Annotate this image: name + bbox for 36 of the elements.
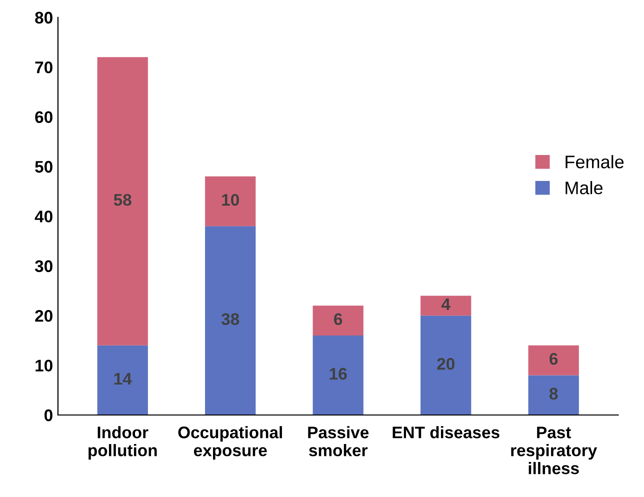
data-label: 38 xyxy=(221,313,240,326)
data-label: 6 xyxy=(334,313,342,326)
legend-label: Male xyxy=(566,181,603,194)
data-label: 20 xyxy=(437,358,454,370)
x-tick-label: Passive smoker xyxy=(308,426,369,456)
bar xyxy=(97,57,148,346)
bar xyxy=(205,226,256,415)
bar xyxy=(205,176,256,226)
data-label: 6 xyxy=(550,352,558,365)
data-label: 4 xyxy=(441,298,450,310)
legend-label: Female xyxy=(566,155,624,168)
x-tick-label: Indoor pollution xyxy=(88,426,157,460)
bar xyxy=(420,296,472,316)
y-tick-label: 50 xyxy=(35,160,52,173)
y-tick-label: 60 xyxy=(35,111,52,123)
y-tick-label: 70 xyxy=(35,61,52,74)
data-label: 16 xyxy=(330,368,347,380)
bar xyxy=(312,306,364,336)
bar xyxy=(528,375,579,415)
x-tick-label: Occupational exposure xyxy=(178,426,282,460)
data-label: 58 xyxy=(114,194,132,206)
y-tick-label: 40 xyxy=(34,210,52,222)
data-label: 14 xyxy=(114,373,132,385)
y-tick-label: 80 xyxy=(35,12,52,24)
bar xyxy=(97,345,148,415)
data-label: 8 xyxy=(549,388,558,400)
bar xyxy=(312,335,364,415)
x-tick-label: ENT diseases xyxy=(392,426,500,438)
bar xyxy=(528,345,579,376)
y-tick-label: 20 xyxy=(35,310,52,322)
y-tick-label: 0 xyxy=(44,409,52,422)
data-label: 10 xyxy=(222,194,239,206)
y-tick-label: 10 xyxy=(36,360,52,372)
y-tick-label: 30 xyxy=(34,260,52,272)
x-tick-label: Past respiratory illness xyxy=(511,426,598,474)
bar xyxy=(420,316,472,415)
